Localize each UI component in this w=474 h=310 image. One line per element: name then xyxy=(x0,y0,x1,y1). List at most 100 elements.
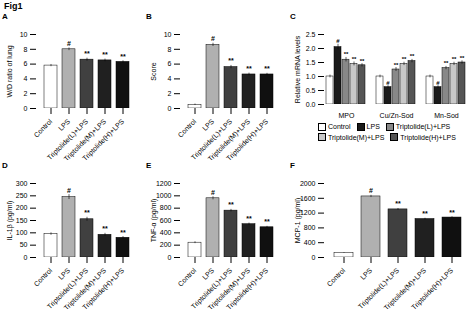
svg-text:#: # xyxy=(67,40,71,47)
html-text:Triptolide(M)+LPS: Triptolide(M)+LPS xyxy=(328,133,385,141)
svg-text:**: ** xyxy=(360,58,365,64)
svg-text:#: # xyxy=(67,187,71,194)
svg-text:TNF-α (pg/ml): TNF-α (pg/ml) xyxy=(150,199,158,243)
svg-text:**: ** xyxy=(449,209,455,216)
svg-text:MPO: MPO xyxy=(339,112,356,119)
svg-text:0.0: 0.0 xyxy=(306,101,316,108)
html-text:Fig1: Fig1 xyxy=(4,1,23,11)
svg-text:10: 10 xyxy=(20,31,28,38)
svg-text:**: ** xyxy=(120,229,126,236)
svg-text:Triptolide(H)+LPS: Triptolide(H)+LPS xyxy=(225,266,270,309)
svg-text:**: ** xyxy=(452,56,457,62)
svg-text:1.0: 1.0 xyxy=(306,73,316,80)
svg-text:Triptolide(H)+LPS: Triptolide(H)+LPS xyxy=(410,266,455,309)
svg-text:**: ** xyxy=(402,56,407,62)
svg-text:200: 200 xyxy=(16,204,28,211)
svg-text:1200: 1200 xyxy=(156,180,172,187)
html-text:Triptolide(L)+LPS: Triptolide(L)+LPS xyxy=(395,123,451,130)
svg-text:**: ** xyxy=(460,55,465,61)
svg-text:**: ** xyxy=(84,209,90,216)
svg-text:LPS: LPS xyxy=(359,266,374,281)
svg-text:**: ** xyxy=(246,65,252,72)
svg-text:0: 0 xyxy=(24,105,28,112)
svg-text:Mn-Sod: Mn-Sod xyxy=(434,112,459,119)
svg-text:1.5: 1.5 xyxy=(306,59,316,66)
svg-text:150: 150 xyxy=(16,217,28,224)
svg-text:600: 600 xyxy=(160,217,172,224)
svg-text:2.0: 2.0 xyxy=(306,45,316,52)
svg-text:2: 2 xyxy=(168,90,172,97)
svg-text:1200: 1200 xyxy=(300,209,316,216)
svg-text:800: 800 xyxy=(304,224,316,231)
svg-text:**: ** xyxy=(84,50,90,57)
svg-text:8: 8 xyxy=(24,46,28,53)
svg-text:**: ** xyxy=(422,210,428,217)
svg-text:MCP-1 (pg/ml): MCP-1 (pg/ml) xyxy=(294,198,302,244)
svg-text:6: 6 xyxy=(168,60,172,67)
svg-text:LPS: LPS xyxy=(201,117,216,132)
svg-text:#: # xyxy=(211,189,215,196)
svg-text:8: 8 xyxy=(168,46,172,53)
svg-text:Control: Control xyxy=(325,266,346,287)
svg-text:Triptolide(H)+LPS: Triptolide(H)+LPS xyxy=(81,117,126,160)
svg-text:**: ** xyxy=(352,56,357,62)
svg-text:W/D ratio of lung: W/D ratio of lung xyxy=(6,45,14,97)
svg-text:IL-1β (pg/ml): IL-1β (pg/ml) xyxy=(6,201,14,241)
svg-text:Score: Score xyxy=(150,62,157,80)
svg-text:**: ** xyxy=(395,200,401,207)
svg-text:6: 6 xyxy=(24,60,28,67)
svg-text:4: 4 xyxy=(168,75,172,82)
svg-text:**: ** xyxy=(444,60,449,66)
svg-text:Control: Control xyxy=(32,117,53,138)
svg-text:**: ** xyxy=(394,62,399,68)
svg-text:800: 800 xyxy=(160,204,172,211)
svg-text:LPS: LPS xyxy=(57,266,72,281)
svg-text:**: ** xyxy=(246,215,252,222)
svg-text:Cu/Zn-Sod: Cu/Zn-Sod xyxy=(380,112,414,119)
svg-text:Relative mRNA levels: Relative mRNA levels xyxy=(294,35,301,103)
svg-text:4: 4 xyxy=(24,75,28,82)
svg-text:#: # xyxy=(369,187,373,194)
svg-text:#: # xyxy=(211,35,215,42)
html-text:Control: Control xyxy=(328,123,351,130)
svg-text:**: ** xyxy=(228,201,234,208)
svg-text:**: ** xyxy=(344,51,349,57)
svg-text:300: 300 xyxy=(16,180,28,187)
svg-text:0: 0 xyxy=(168,254,172,261)
svg-text:**: ** xyxy=(264,65,270,72)
svg-text:100: 100 xyxy=(16,229,28,236)
svg-text:**: ** xyxy=(410,53,415,59)
svg-text:10: 10 xyxy=(164,31,172,38)
svg-text:2.5: 2.5 xyxy=(306,31,316,38)
svg-text:0: 0 xyxy=(24,254,28,261)
html-text:Triptolide(H)+LPS: Triptolide(H)+LPS xyxy=(400,133,456,141)
svg-text:Control: Control xyxy=(176,117,197,138)
svg-text:Triptolide(H)+LPS: Triptolide(H)+LPS xyxy=(225,117,270,160)
svg-text:2000: 2000 xyxy=(300,180,316,187)
svg-text:0: 0 xyxy=(312,254,316,261)
svg-text:**: ** xyxy=(264,218,270,225)
svg-text:Triptolide(H)+LPS: Triptolide(H)+LPS xyxy=(81,266,126,309)
svg-text:LPS: LPS xyxy=(57,117,72,132)
svg-text:1600: 1600 xyxy=(300,195,316,202)
svg-text:0.5: 0.5 xyxy=(306,87,316,94)
svg-text:400: 400 xyxy=(160,229,172,236)
svg-text:**: ** xyxy=(120,53,126,60)
svg-text:#: # xyxy=(336,38,340,44)
svg-text:#: # xyxy=(436,80,440,86)
svg-text:**: ** xyxy=(228,57,234,64)
svg-text:0: 0 xyxy=(168,105,172,112)
svg-text:**: ** xyxy=(102,51,108,58)
svg-text:#: # xyxy=(386,80,390,86)
svg-text:2: 2 xyxy=(24,90,28,97)
svg-text:250: 250 xyxy=(16,192,28,199)
html-text:LPS: LPS xyxy=(366,123,380,130)
svg-text:**: ** xyxy=(102,225,108,232)
svg-text:Control: Control xyxy=(176,266,197,287)
svg-text:LPS: LPS xyxy=(201,266,216,281)
svg-text:400: 400 xyxy=(304,239,316,246)
svg-text:Control: Control xyxy=(32,266,53,287)
svg-text:200: 200 xyxy=(160,241,172,248)
svg-text:1000: 1000 xyxy=(156,192,172,199)
svg-text:50: 50 xyxy=(20,241,28,248)
